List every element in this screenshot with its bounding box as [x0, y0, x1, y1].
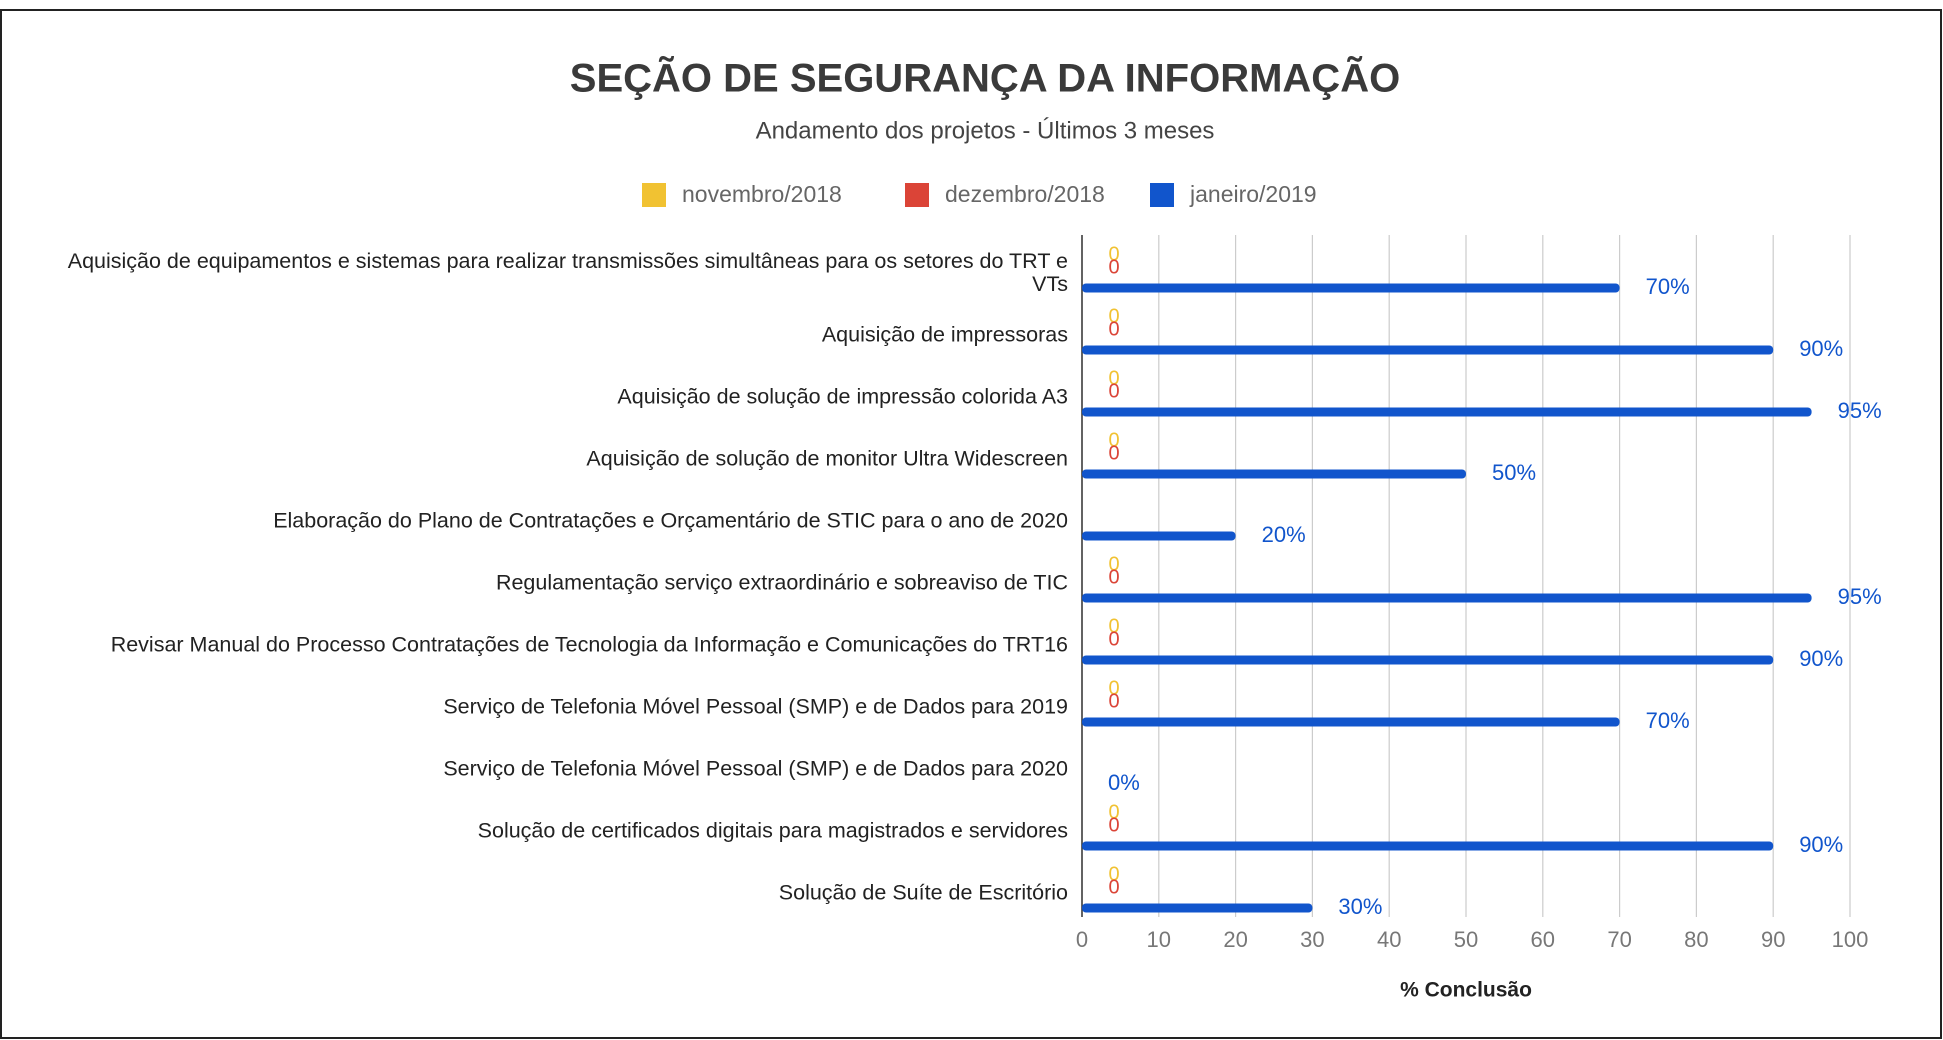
legend-swatch: [1150, 183, 1174, 207]
category-label: Revisar Manual do Processo Contratações …: [110, 632, 1068, 657]
bar: [1082, 841, 1774, 851]
x-tick-label: 20: [1223, 927, 1247, 952]
data-label: 0: [1108, 801, 1119, 823]
data-label: 0: [1108, 876, 1119, 898]
chart-subtitle: Andamento dos projetos - Últimos 3 meses: [756, 117, 1215, 144]
x-tick-label: 50: [1454, 927, 1478, 952]
category-label: Serviço de Telefonia Móvel Pessoal (SMP)…: [443, 756, 1068, 781]
data-label: 0: [1108, 615, 1119, 637]
bar: [1082, 531, 1236, 541]
x-axis-title: % Conclusão: [1400, 979, 1532, 1002]
legend-swatch: [905, 183, 929, 207]
data-label: 0: [1108, 256, 1119, 278]
x-tick-label: 70: [1607, 927, 1631, 952]
data-label: 50%: [1492, 460, 1536, 485]
category-label: Aquisição de solução de monitor Ultra Wi…: [586, 446, 1068, 471]
category-label: Solução de certificados digitais para ma…: [477, 818, 1068, 843]
x-tick-label: 80: [1684, 927, 1708, 952]
data-label: 20%: [1262, 522, 1306, 547]
frame: [0, 9, 1942, 1039]
legend-label: dezembro/2018: [945, 181, 1105, 207]
category-label: Solução de Suíte de Escritório: [778, 880, 1068, 905]
x-tick-label: 40: [1377, 927, 1401, 952]
data-label: 0: [1108, 553, 1119, 575]
data-label: 0: [1108, 442, 1119, 464]
category-label: Aquisição de solução de impressão colori…: [617, 384, 1068, 409]
data-label: 0: [1108, 814, 1119, 836]
data-label: 0: [1108, 318, 1119, 340]
category-label: Aquisição de equipamentos e sistemas par…: [67, 249, 1068, 296]
data-label: 0: [1108, 566, 1119, 588]
bar: [1082, 903, 1313, 913]
data-label: 0: [1108, 380, 1119, 402]
legend-label: janeiro/2019: [1189, 181, 1317, 207]
chart-title: SEÇÃO DE SEGURANÇA DA INFORMAÇÃO: [570, 55, 1400, 101]
data-label: 90%: [1799, 646, 1843, 671]
category-label: Elaboração do Plano de Contratações e Or…: [273, 508, 1068, 533]
category-label: Aquisição de impressoras: [821, 322, 1068, 347]
bar: [1082, 593, 1812, 603]
x-tick-label: 10: [1147, 927, 1171, 952]
data-label: 0: [1108, 690, 1119, 712]
x-tick-label: 30: [1300, 927, 1324, 952]
data-label: 0: [1108, 429, 1119, 451]
data-label: 90%: [1799, 336, 1843, 361]
data-label: 0: [1108, 367, 1119, 389]
data-label: 70%: [1646, 708, 1690, 733]
data-label: 95%: [1838, 398, 1882, 423]
legend-label: novembro/2018: [682, 181, 842, 207]
data-label: 0: [1108, 863, 1119, 885]
bar: [1082, 655, 1774, 665]
bar: [1082, 469, 1466, 479]
x-tick-label: 100: [1832, 927, 1869, 952]
bar: [1082, 717, 1620, 727]
data-label: 0: [1108, 243, 1119, 265]
data-label: 90%: [1799, 832, 1843, 857]
bar: [1082, 345, 1774, 355]
data-label: 0: [1108, 628, 1119, 650]
data-label: 0: [1108, 677, 1119, 699]
data-label: 0: [1108, 305, 1119, 327]
x-tick-label: 0: [1076, 927, 1088, 952]
category-label: Serviço de Telefonia Móvel Pessoal (SMP)…: [443, 694, 1068, 719]
bar: [1082, 283, 1620, 293]
category-label: Regulamentação serviço extraordinário e …: [495, 570, 1068, 595]
data-label: 30%: [1338, 894, 1382, 919]
data-label: 70%: [1646, 274, 1690, 299]
x-tick-label: 90: [1761, 927, 1785, 952]
bar: [1082, 407, 1812, 417]
legend-swatch: [642, 183, 666, 207]
data-label: 95%: [1838, 584, 1882, 609]
x-tick-label: 60: [1531, 927, 1555, 952]
data-label: 0%: [1108, 770, 1140, 795]
